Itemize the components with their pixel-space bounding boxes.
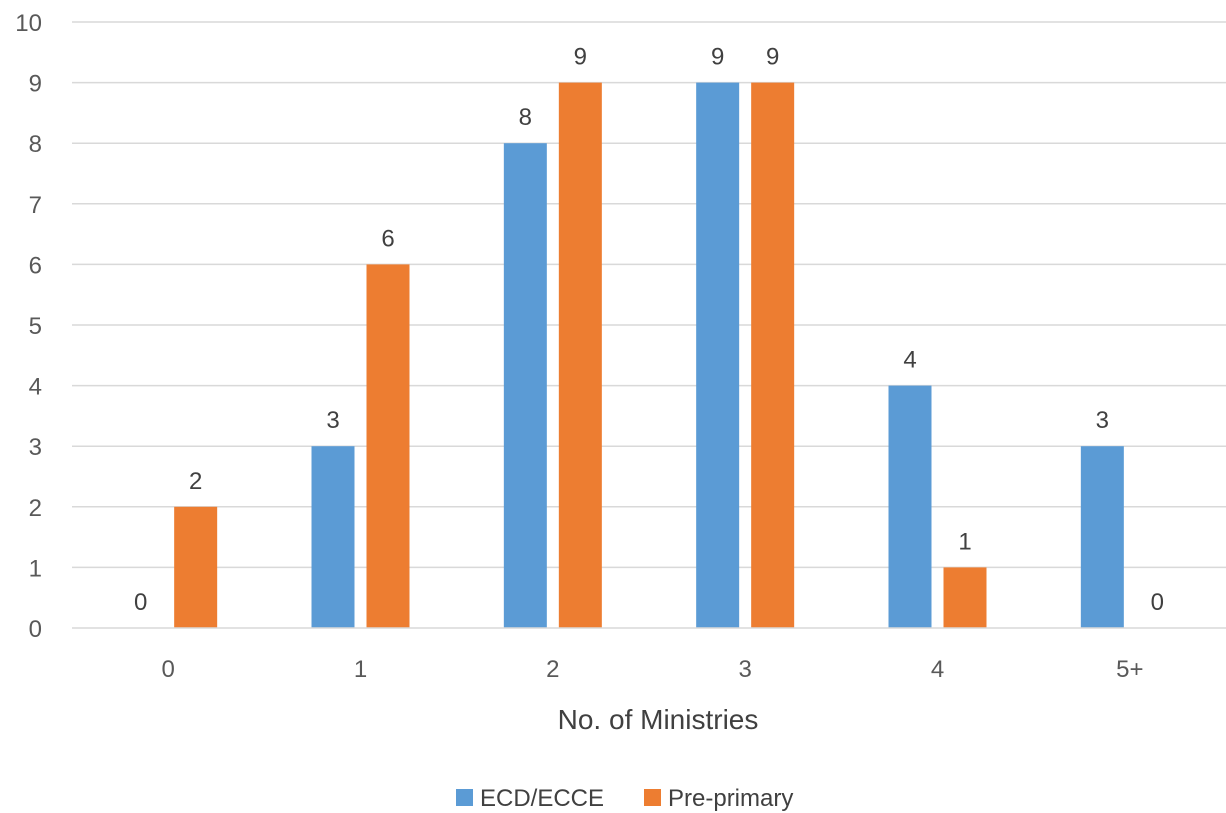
data-label: 0 [134,589,147,616]
data-label: 4 [903,347,916,374]
x-axis-title: No. of Ministries [558,704,759,735]
x-axis-ticks: 0 1 2 3 4 5+ [161,656,1143,683]
data-label: 6 [381,225,394,252]
data-label: 3 [326,407,339,434]
x-tick-label: 4 [931,656,944,683]
data-label: 9 [711,44,724,71]
y-tick-label: 6 [29,252,42,279]
data-label: 8 [519,104,532,131]
bar-ecd-ecce-2 [503,143,547,628]
bar-pre-primary-4 [943,567,987,628]
bar-ecd-ecce-3 [696,82,740,629]
data-labels: 0 2 3 6 8 9 9 9 4 1 3 0 [134,44,1164,616]
legend-label: Pre-primary [668,785,793,812]
legend-swatch [644,789,661,806]
x-tick-label: 1 [354,656,367,683]
data-label: 0 [1151,589,1164,616]
y-tick-label: 10 [15,10,42,37]
data-label: 9 [574,44,587,71]
y-tick-label: 9 [29,71,42,98]
bar-pre-primary-2 [558,82,602,629]
y-tick-label: 4 [29,374,42,401]
legend: ECD/ECCE Pre-primary [456,785,793,812]
legend-label: ECD/ECCE [480,785,604,812]
bar-ecd-ecce-1 [311,446,355,628]
bar-pre-primary-1 [366,264,410,628]
bars [174,82,1124,629]
data-label: 9 [766,44,779,71]
y-tick-label: 3 [29,434,42,461]
data-label: 2 [189,468,202,495]
y-tick-label: 7 [29,192,42,219]
x-tick-label: 0 [161,656,174,683]
y-tick-label: 2 [29,495,42,522]
gridlines [72,21,1226,569]
bar-ecd-ecce-5 [1080,446,1124,628]
data-label: 1 [958,528,971,555]
x-tick-label: 2 [546,656,559,683]
legend-swatch [456,789,473,806]
y-tick-label: 1 [29,555,42,582]
y-axis-ticks: 0 1 2 3 4 5 6 7 8 9 10 [15,10,42,643]
bar-pre-primary-3 [751,82,795,629]
bar-ecd-ecce-4 [888,385,932,628]
y-tick-label: 0 [29,616,42,643]
data-label: 3 [1096,407,1109,434]
y-tick-label: 5 [29,313,42,340]
y-tick-label: 8 [29,131,42,158]
x-tick-label: 5+ [1116,656,1143,683]
x-tick-label: 3 [738,656,751,683]
bar-pre-primary-0 [174,506,218,628]
